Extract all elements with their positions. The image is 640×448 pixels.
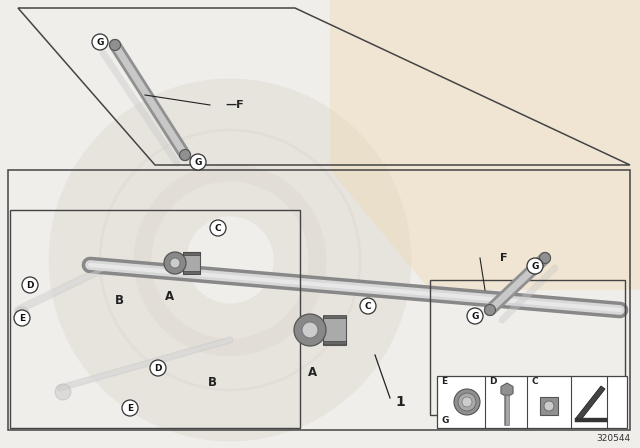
Bar xyxy=(540,397,558,415)
Bar xyxy=(323,315,346,318)
Circle shape xyxy=(179,150,191,160)
Bar xyxy=(323,316,346,345)
Circle shape xyxy=(467,308,483,324)
Circle shape xyxy=(92,34,108,50)
Text: G: G xyxy=(441,415,449,425)
Text: —F: —F xyxy=(225,100,244,110)
Bar xyxy=(183,271,200,274)
Text: C: C xyxy=(214,224,221,233)
Circle shape xyxy=(150,360,166,376)
Polygon shape xyxy=(330,0,640,290)
Circle shape xyxy=(360,298,376,314)
Text: G: G xyxy=(531,262,539,271)
Polygon shape xyxy=(576,386,605,421)
Text: B: B xyxy=(115,293,124,306)
Text: E: E xyxy=(19,314,25,323)
Circle shape xyxy=(170,258,180,268)
Circle shape xyxy=(540,253,550,263)
Text: E: E xyxy=(441,377,447,386)
Bar xyxy=(183,252,200,274)
Polygon shape xyxy=(501,383,513,397)
Text: 320544: 320544 xyxy=(596,434,630,443)
Circle shape xyxy=(458,393,476,411)
Bar xyxy=(323,341,346,344)
Circle shape xyxy=(14,310,30,326)
Bar xyxy=(437,376,627,428)
Circle shape xyxy=(302,322,318,338)
Circle shape xyxy=(462,397,472,407)
Circle shape xyxy=(22,277,38,293)
Text: G: G xyxy=(471,311,479,320)
Circle shape xyxy=(210,220,226,236)
Text: D: D xyxy=(26,280,34,289)
Text: D: D xyxy=(154,363,162,372)
Text: G: G xyxy=(96,38,104,47)
Circle shape xyxy=(544,401,554,411)
Circle shape xyxy=(294,314,326,346)
Text: D: D xyxy=(489,377,497,386)
Circle shape xyxy=(55,384,71,400)
Text: C: C xyxy=(531,377,538,386)
Circle shape xyxy=(190,154,206,170)
Text: G: G xyxy=(195,158,202,167)
Text: C: C xyxy=(365,302,371,310)
Text: A: A xyxy=(308,366,317,379)
Text: 2: 2 xyxy=(530,401,540,415)
Circle shape xyxy=(527,258,543,274)
Circle shape xyxy=(164,252,186,274)
Text: F: F xyxy=(500,253,508,263)
Circle shape xyxy=(109,39,120,51)
Text: A: A xyxy=(165,289,174,302)
Bar xyxy=(183,252,200,255)
Text: B: B xyxy=(208,375,217,388)
Text: E: E xyxy=(127,404,133,413)
Circle shape xyxy=(15,307,29,321)
Circle shape xyxy=(122,400,138,416)
Circle shape xyxy=(454,389,480,415)
Text: 1: 1 xyxy=(395,395,404,409)
Circle shape xyxy=(484,305,495,315)
